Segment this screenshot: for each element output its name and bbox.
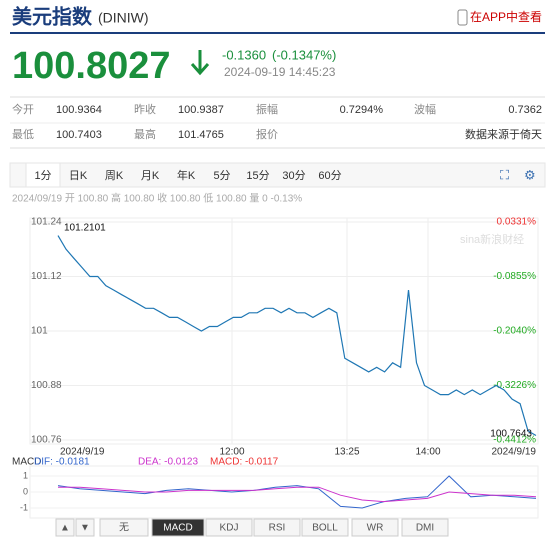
- y-tick-label: 101.12: [31, 271, 62, 282]
- x-tick-label: 12:00: [219, 447, 244, 458]
- tab[interactable]: 日K: [69, 170, 88, 182]
- stat-value: 100.9387: [178, 104, 224, 116]
- y-tick-label: 100.76: [31, 435, 62, 446]
- quote-time: 2024-09-19 14:45:23: [224, 65, 336, 79]
- stat-label: 今开: [12, 102, 34, 116]
- bottom-tab-bg: [75, 518, 95, 537]
- stat-label: 振幅: [256, 102, 278, 116]
- bottom-tab[interactable]: MACD: [163, 523, 192, 534]
- x-tick-label: 2024/9/19: [492, 447, 537, 458]
- bottom-tab-bg: [55, 518, 75, 537]
- stat-label: 报价: [256, 127, 278, 141]
- code: (DINIW): [98, 10, 149, 26]
- stat-value: 101.4765: [178, 129, 224, 141]
- bottom-tab-bg: [99, 518, 149, 537]
- y2-tick-label: -0.2040%: [493, 326, 536, 337]
- down-arrow: [190, 50, 210, 76]
- price: 100.8027: [12, 45, 171, 87]
- x-tick-label: 14:00: [415, 447, 440, 458]
- bottom-tab[interactable]: WR: [367, 523, 384, 534]
- bottom-tab[interactable]: RSI: [269, 523, 286, 534]
- tab[interactable]: 月K: [141, 170, 160, 182]
- phone-icon: [457, 9, 468, 26]
- y-tick-label: 101: [31, 326, 48, 337]
- bottom-tab-bg: [205, 518, 253, 537]
- info-line: 2024/09/19 开 100.80 高 100.80 收 100.80 低 …: [12, 192, 302, 205]
- stat-label: 最高: [134, 127, 156, 141]
- tab[interactable]: 年K: [177, 168, 196, 182]
- stat-label: 昨收: [134, 102, 156, 116]
- bottom-tab[interactable]: ▲: [60, 523, 70, 534]
- bottom-tab-bg: [351, 518, 399, 537]
- low-label: 100.7643: [490, 429, 532, 440]
- change-pct: (-0.1347%): [272, 47, 336, 62]
- high-label: 101.2101: [64, 223, 106, 234]
- y2-tick-label: -0.0855%: [493, 271, 536, 282]
- bottom-tab-bg: [151, 518, 205, 537]
- macd-legend: MACD: -0.0117: [210, 457, 279, 468]
- change: -0.1360: [222, 47, 266, 62]
- bottom-tab-bg: [253, 518, 301, 537]
- dea-line: [58, 486, 537, 503]
- macd-legend: DIF: -0.0181: [34, 457, 90, 468]
- fullscreen-icon[interactable]: ⛶: [499, 167, 510, 182]
- tab[interactable]: 1分: [34, 169, 51, 182]
- stat-label: 波幅: [414, 103, 436, 116]
- tab[interactable]: 5分: [213, 169, 230, 182]
- app-link[interactable]: 在APP中查看: [470, 9, 542, 24]
- bottom-tab[interactable]: ▼: [80, 523, 90, 534]
- bottom-tab-bg: [401, 518, 449, 537]
- dif-line: [57, 475, 537, 509]
- y-tick-label: 101.24: [31, 217, 62, 228]
- macd-legend: DEA: -0.0123: [138, 457, 198, 468]
- y-tick-label: 100.88: [31, 380, 62, 391]
- macd-legend: MACD: [12, 457, 41, 468]
- bottom-tab[interactable]: 无: [119, 523, 129, 534]
- tab[interactable]: 15分: [246, 169, 269, 182]
- x-tick-label: 13:25: [334, 447, 359, 458]
- y2-tick-label: -0.4412%: [493, 435, 536, 446]
- stat-value: 数据来源于倚天: [465, 127, 542, 141]
- y-tick-label: -1: [20, 502, 28, 512]
- bottom-tab[interactable]: KDJ: [220, 523, 239, 534]
- stat-value: 0.7294%: [340, 104, 384, 116]
- settings-icon[interactable]: ⚙: [524, 167, 536, 182]
- tab[interactable]: 60分: [318, 169, 341, 182]
- bottom-tab[interactable]: DMI: [416, 523, 434, 534]
- stat-label: 最低: [12, 128, 34, 141]
- y-tick-label: 0: [23, 486, 28, 496]
- price-line: [57, 235, 537, 437]
- active-tab: [25, 162, 61, 188]
- stat-value: 100.7403: [56, 129, 102, 141]
- bottom-tab-bg: [301, 518, 349, 537]
- stat-value: 0.7362: [508, 104, 542, 116]
- tab[interactable]: 周K: [105, 169, 124, 182]
- tab[interactable]: 30分: [282, 169, 305, 182]
- x-tick-label: 2024/9/19: [60, 447, 105, 458]
- bottom-tab[interactable]: BOLL: [312, 523, 338, 534]
- title: 美元指数: [12, 4, 93, 28]
- y2-tick-label: 0.0331%: [497, 217, 537, 228]
- watermark: sina新浪财经: [460, 232, 524, 246]
- tab-bar: [9, 162, 546, 188]
- y2-tick-label: -0.3226%: [493, 380, 536, 391]
- stat-value: 100.9364: [56, 104, 102, 116]
- y-tick-label: 1: [23, 470, 28, 480]
